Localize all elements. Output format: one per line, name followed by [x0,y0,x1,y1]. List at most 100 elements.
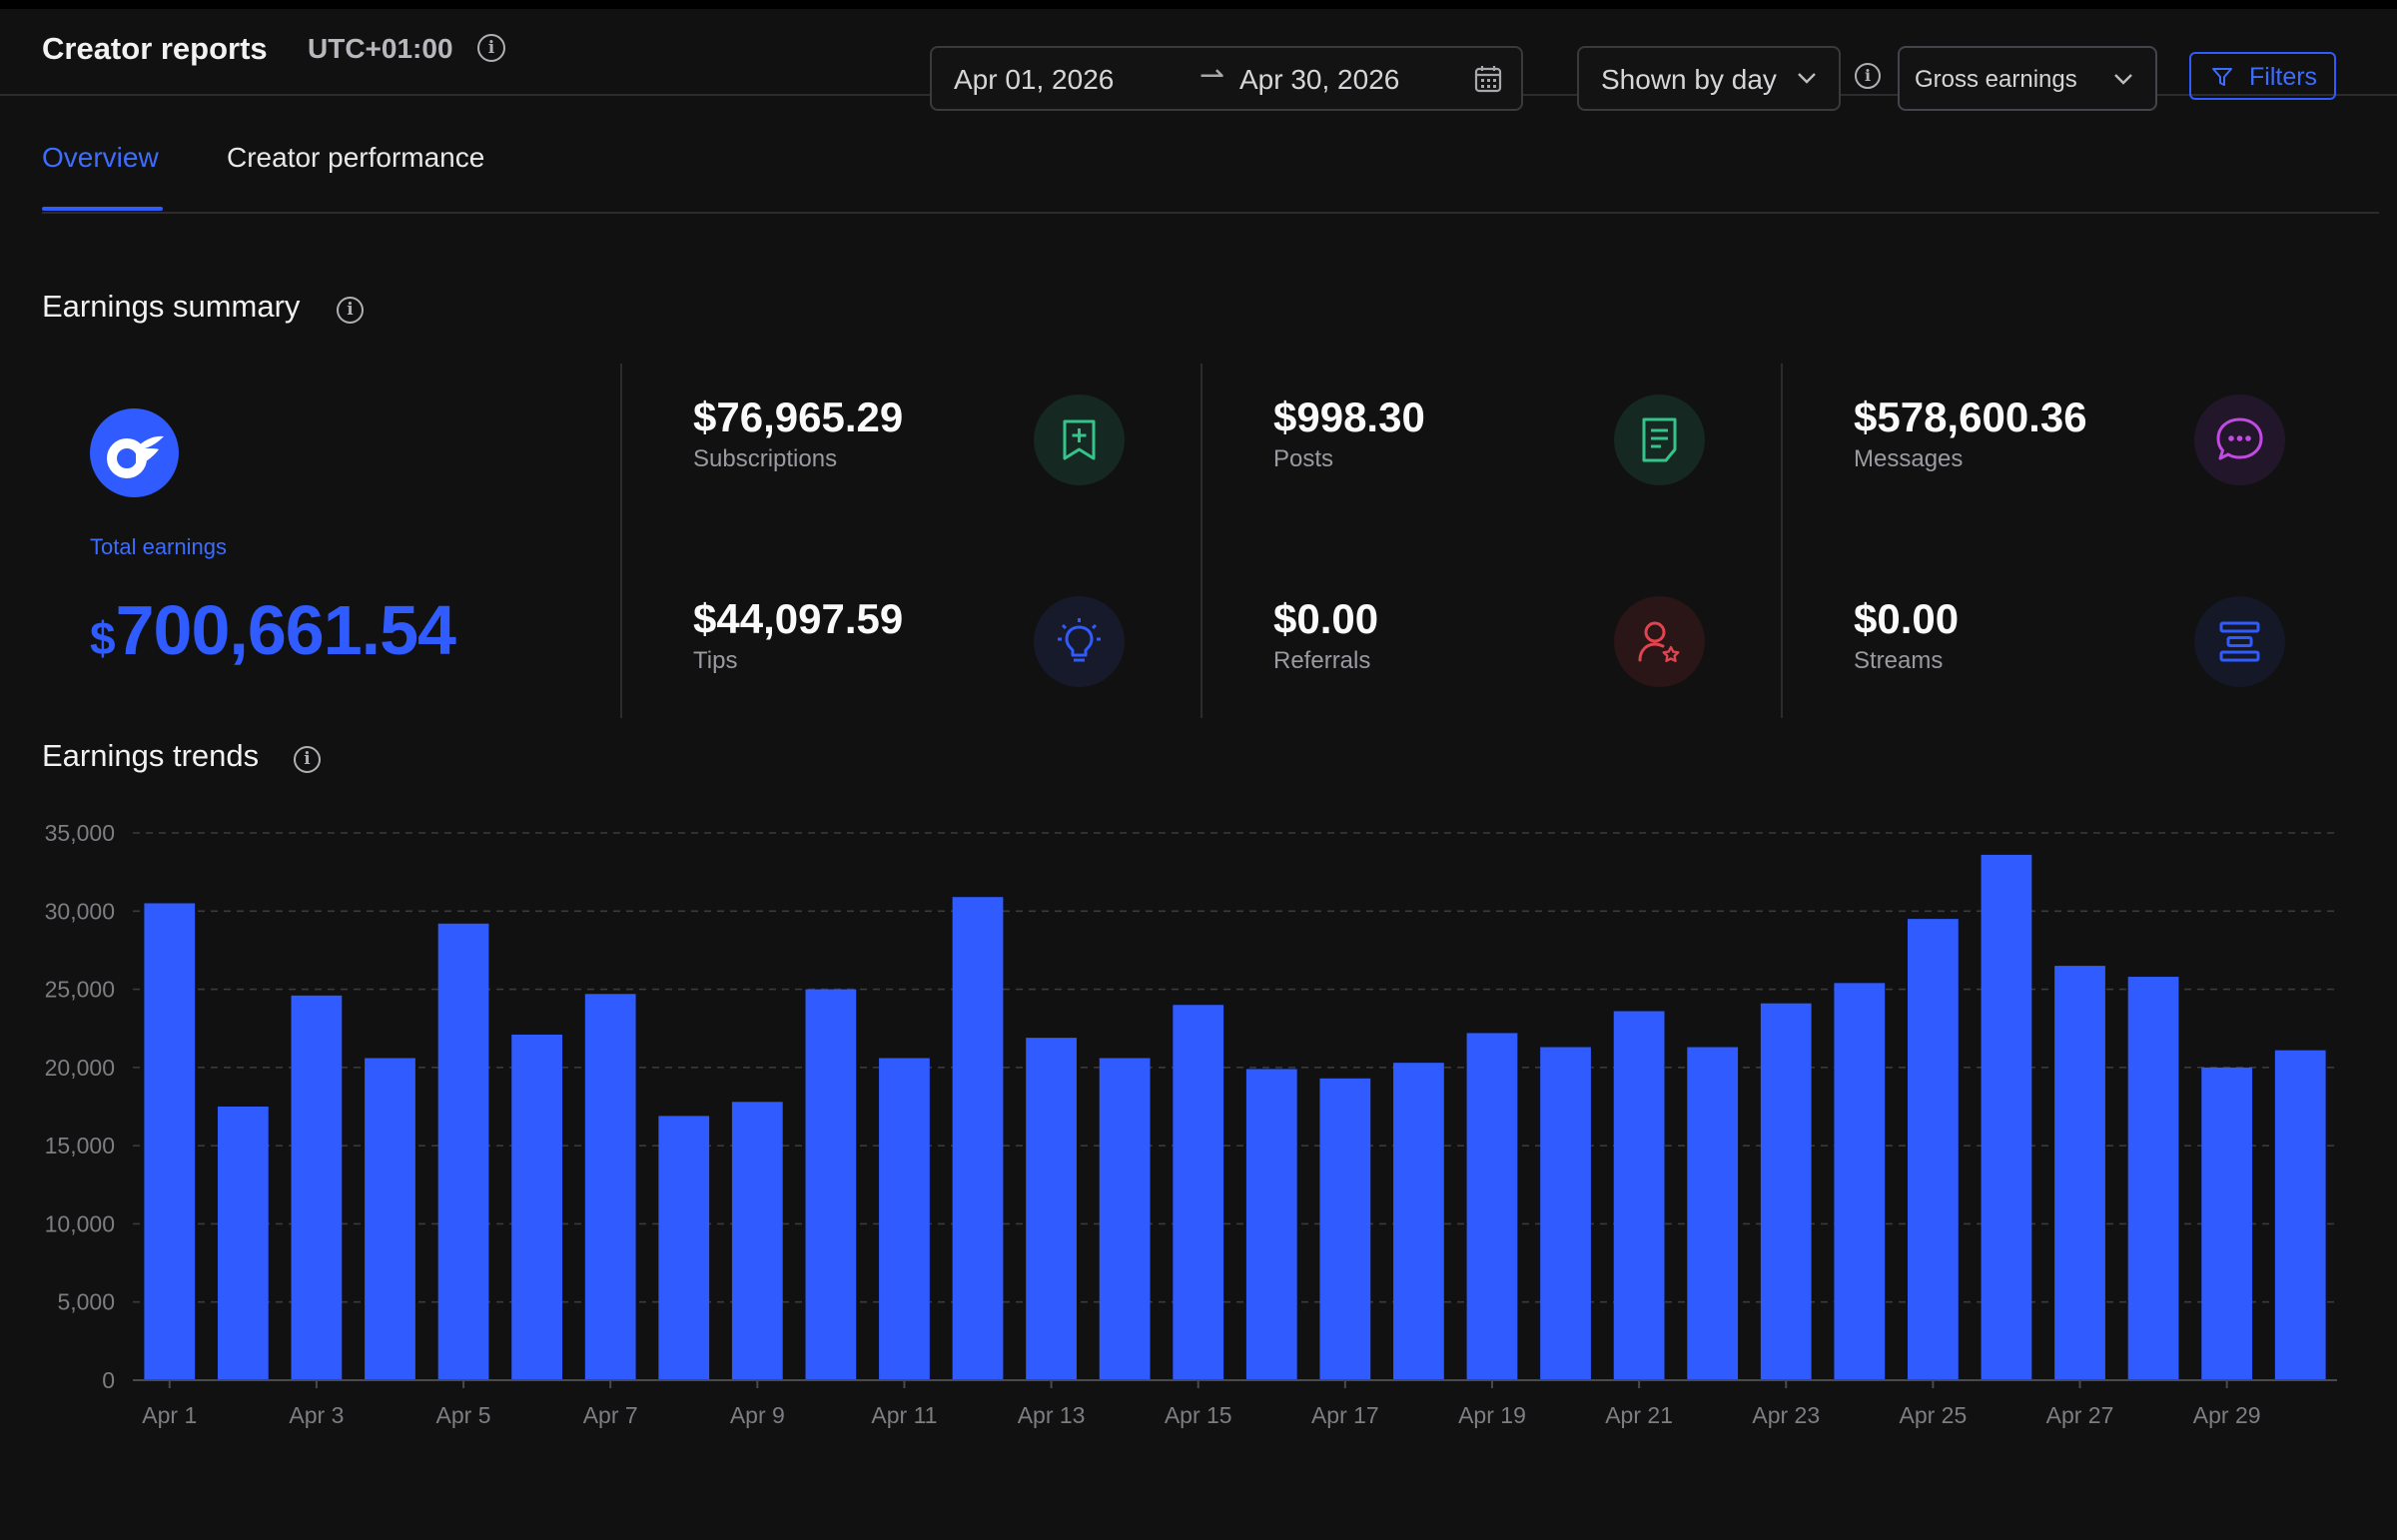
y-axis-tick-label: 5,000 [57,1289,115,1315]
x-axis-tick-label: Apr 3 [289,1402,344,1428]
chart-bar[interactable] [1760,1003,1812,1380]
chart-bar[interactable] [2274,1050,2326,1380]
chart-bar[interactable] [2054,966,2105,1380]
chat-bubble-icon [2194,394,2285,485]
date-range-start[interactable]: Apr 01, 2026 [954,64,1115,95]
messages-label: Messages [1854,445,1964,472]
earnings-trends-info-icon[interactable]: i [294,746,321,773]
chart-bar[interactable] [291,995,343,1380]
chart-bar[interactable] [2127,977,2179,1380]
chart-bar[interactable] [731,1102,783,1380]
active-tab-indicator [42,207,163,211]
posts-value: $998.30 [1273,393,1425,440]
chart-bar[interactable] [365,1058,415,1380]
subscription-bookmark-icon [1034,394,1125,485]
tab-creator-performance[interactable]: Creator performance [227,142,485,173]
chart-bar[interactable] [1026,1038,1077,1380]
chart-bar[interactable] [1687,1047,1739,1380]
x-axis-tick-label: Apr 9 [730,1402,785,1428]
chart-bar[interactable] [1393,1063,1444,1380]
earnings-trends-title: Earnings trends [42,738,260,773]
granularity-info-icon[interactable]: i [1855,63,1881,89]
chart-bar[interactable] [511,1034,562,1380]
chevron-down-icon [1798,73,1816,84]
y-axis-tick-label: 35,000 [45,820,115,846]
calendar-icon[interactable] [1473,64,1503,94]
filters-button[interactable]: Filters [2189,52,2336,100]
tips-label: Tips [693,647,738,674]
chart-bar[interactable] [1466,1033,1518,1380]
posts-label: Posts [1273,445,1334,472]
subscriptions-value: $76,965.29 [693,393,904,440]
x-axis-tick-label: Apr 27 [2046,1402,2114,1428]
x-axis-tick-label: Apr 29 [2193,1402,2261,1428]
earnings-type-select[interactable]: Gross earnings [1898,46,2157,111]
tab-overview[interactable]: Overview [42,142,159,173]
total-earnings-label: Total earnings [90,534,227,559]
earnings-summary-info-icon[interactable]: i [337,297,364,324]
chart-bar[interactable] [1834,983,1886,1380]
chart-bar[interactable] [2201,1067,2253,1380]
y-axis-tick-label: 15,000 [45,1133,115,1158]
x-axis-tick-label: Apr 23 [1752,1402,1820,1428]
brand-logo-icon [107,435,164,478]
granularity-value: Shown by day [1601,64,1777,95]
chart-bar[interactable] [805,989,857,1380]
date-range-end[interactable]: Apr 30, 2026 [1239,64,1400,95]
messages-value: $578,600.36 [1854,393,2087,440]
chart-bar[interactable] [1908,919,1959,1380]
chart-bar[interactable] [1613,1011,1665,1380]
timezone-label: UTC+01:00 [308,33,453,64]
summary-divider [1781,364,1783,718]
referrals-value: $0.00 [1273,595,1379,642]
chart-bar[interactable] [1981,854,2032,1380]
referral-user-icon [1614,596,1705,687]
lightbulb-icon [1034,596,1125,687]
earnings-type-value: Gross earnings [1915,66,2077,93]
date-range-arrow: ⇀ [1199,59,1225,92]
chart-bar[interactable] [144,903,196,1380]
date-range-picker[interactable]: Apr 01, 2026 ⇀ Apr 30, 2026 [930,46,1523,111]
post-document-icon [1614,394,1705,485]
y-axis-tick-label: 30,000 [45,898,115,924]
chart-bar[interactable] [1173,1005,1224,1380]
y-axis-tick-label: 25,000 [45,977,115,1003]
timezone-info-icon[interactable]: i [477,34,505,62]
chevron-down-icon [2114,74,2132,85]
x-axis-tick-label: Apr 21 [1605,1402,1673,1428]
x-axis-tick-label: Apr 15 [1165,1402,1232,1428]
streams-value: $0.00 [1854,595,1960,642]
tab-bar: Overview Creator performance [42,94,2379,214]
earnings-summary-title: Earnings summary [42,289,301,324]
x-axis-tick-label: Apr 17 [1311,1402,1379,1428]
chart-bar[interactable] [437,923,489,1380]
x-axis-tick-label: Apr 13 [1018,1402,1086,1428]
tips-value: $44,097.59 [693,595,904,642]
summary-divider [620,364,622,718]
chart-bar[interactable] [1245,1069,1297,1380]
page-title: Creator reports [42,31,268,66]
total-earnings-amount: 700,661.54 [115,591,456,669]
filter-funnel-icon [2212,68,2232,86]
chart-bar[interactable] [1319,1078,1371,1380]
chart-bar[interactable] [879,1058,930,1380]
granularity-select[interactable]: Shown by day [1577,46,1841,111]
chart-bar[interactable] [1540,1047,1591,1380]
total-earnings-currency: $ [90,612,116,664]
chart-bar[interactable] [658,1116,710,1380]
x-axis-tick-label: Apr 7 [583,1402,638,1428]
y-axis-tick-label: 0 [102,1367,115,1393]
summary-divider [1200,364,1202,718]
chart-bar[interactable] [952,897,1004,1380]
x-axis-tick-label: Apr 11 [871,1402,937,1428]
x-axis-tick-label: Apr 25 [1900,1402,1968,1428]
x-axis-tick-label: Apr 5 [436,1402,491,1428]
chart-bar[interactable] [1099,1058,1151,1380]
chart-bar[interactable] [584,994,636,1380]
referrals-label: Referrals [1273,647,1371,674]
x-axis-tick-label: Apr 1 [142,1402,197,1428]
subscriptions-label: Subscriptions [693,445,838,472]
chart-bar[interactable] [217,1107,269,1380]
y-axis-tick-label: 10,000 [45,1210,115,1236]
